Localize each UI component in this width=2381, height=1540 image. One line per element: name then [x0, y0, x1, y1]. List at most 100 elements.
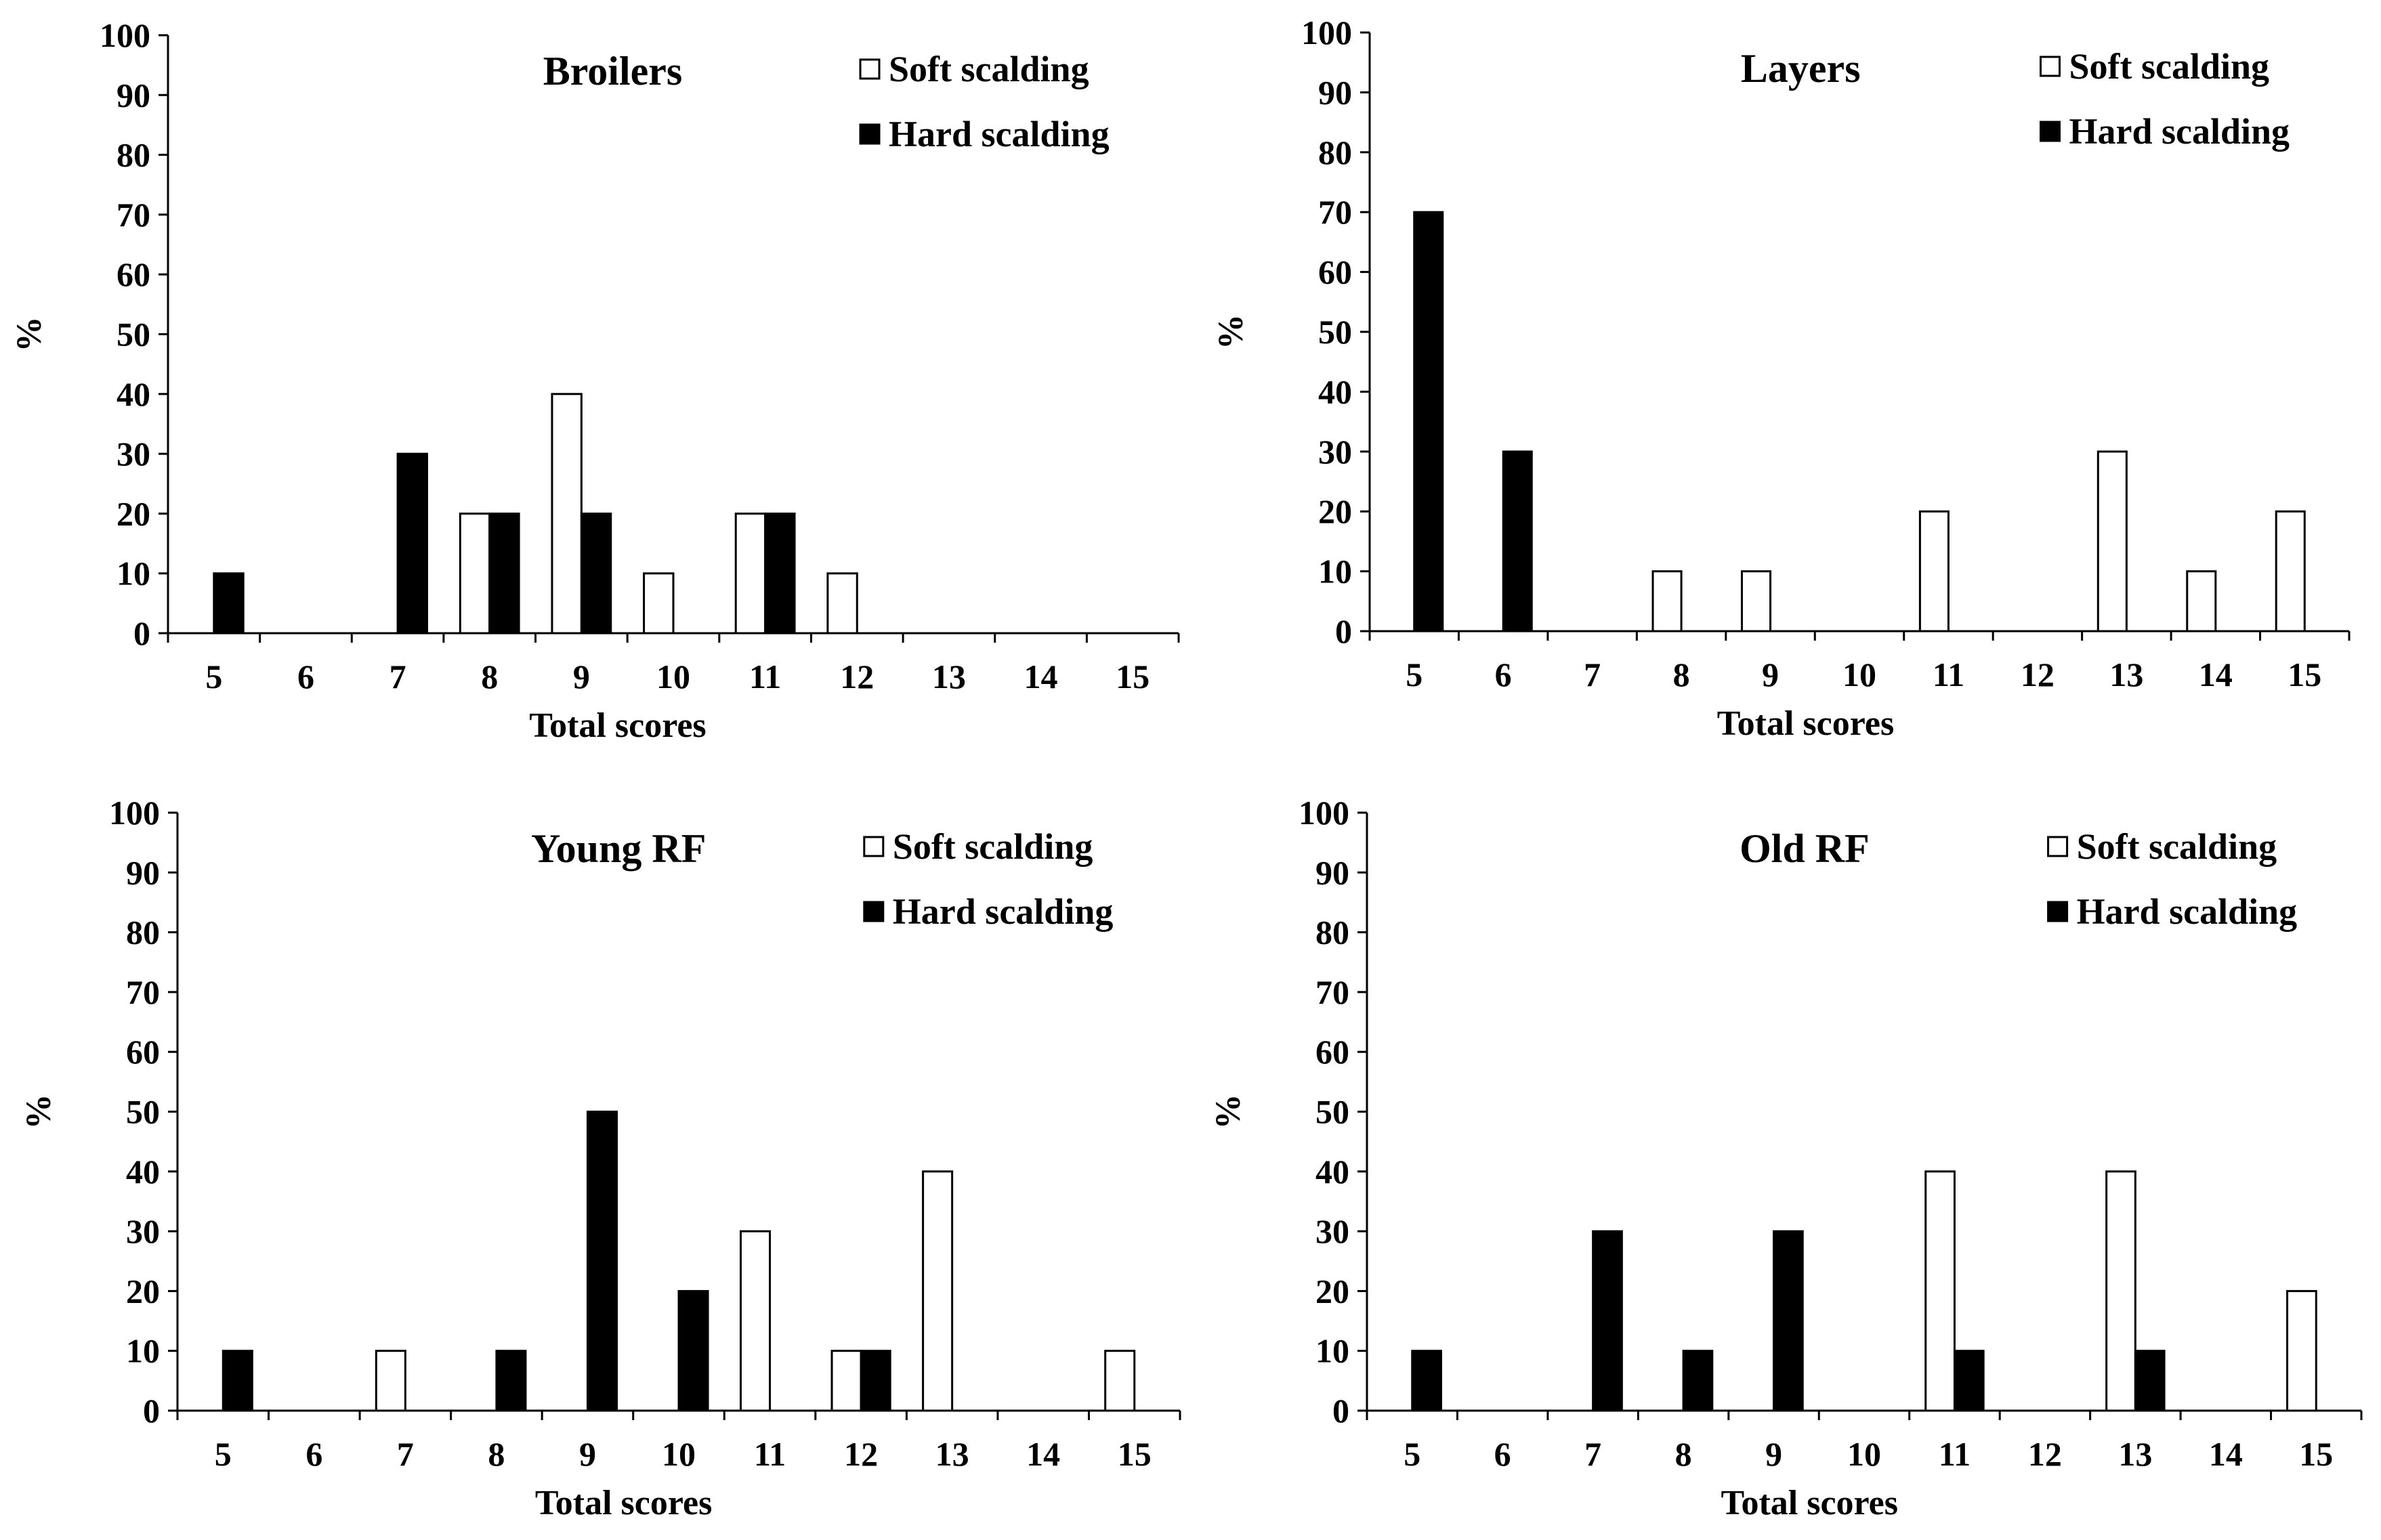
soft-scalding-bar-13 [2105, 1170, 2136, 1412]
x-tick-label: 14 [2209, 1435, 2243, 1473]
x-tick-label: 10 [656, 658, 690, 696]
y-tick-label: 90 [1318, 73, 1352, 111]
soft-scalding-bar-15 [2275, 510, 2306, 633]
x-tick-label: 12 [2021, 656, 2055, 693]
legend-label-hard: Hard scalding [2077, 891, 2298, 932]
hard-scalding-bar-6 [1502, 450, 1533, 633]
y-tick-label: 40 [1315, 1153, 1349, 1191]
soft-scalding-bar-15 [2286, 1289, 2317, 1412]
hard-scalding-bar-9 [1773, 1230, 1804, 1412]
x-tick-label: 11 [1939, 1435, 1971, 1473]
y-tick-label: 0 [143, 1392, 160, 1430]
hard-scalding-bar-11 [1953, 1350, 1985, 1412]
hard-scalding-bar-5 [213, 572, 245, 635]
y-tick-label: 90 [117, 76, 150, 114]
hard-scalding-bar-8 [1682, 1350, 1714, 1412]
y-tick-label: 80 [1318, 133, 1352, 171]
x-tick-label: 13 [2109, 656, 2143, 693]
x-tick-label: 11 [1933, 656, 1964, 693]
soft-scalding-bar-11 [739, 1230, 772, 1412]
y-tick-label: 30 [117, 435, 150, 473]
y-axis-title: % [1209, 1094, 1248, 1130]
y-tick-label: 50 [1315, 1093, 1349, 1131]
x-tick-label: 5 [205, 658, 222, 696]
x-tick-label: 8 [481, 658, 498, 696]
x-tick-label: 6 [1494, 1435, 1511, 1473]
x-tick-label: 13 [932, 658, 966, 696]
hard-scalding-bar-7 [1592, 1230, 1623, 1412]
y-tick-label: 70 [1315, 973, 1349, 1011]
soft-scalding-bar-11 [1924, 1170, 1956, 1412]
hard-scalding-bar-11 [764, 512, 796, 635]
y-tick-label: 10 [1318, 553, 1352, 591]
y-tick-label: 20 [1318, 492, 1352, 530]
y-tick-label: 0 [1335, 612, 1352, 650]
y-tick-label: 30 [1315, 1212, 1349, 1250]
soft-scalding-bar-11 [734, 512, 767, 635]
soft-scalding-bar-9 [1740, 570, 1772, 633]
legend-swatch-hard [863, 901, 885, 922]
x-axis-title: Total scores [529, 706, 706, 745]
x-tick-label: 15 [1116, 658, 1150, 696]
y-tick-label: 100 [1301, 14, 1352, 51]
soft-scalding-bar-15 [1104, 1350, 1136, 1412]
x-tick-label: 10 [1842, 656, 1876, 693]
legend-label-hard: Hard scalding [893, 891, 1114, 932]
x-tick-label: 14 [2199, 656, 2233, 693]
x-tick-label: 9 [1765, 1435, 1782, 1473]
x-axis-title: Total scores [1721, 1484, 1898, 1522]
hard-scalding-bar-5 [1411, 1350, 1442, 1412]
legend-label-soft: Soft scalding [2077, 826, 2277, 867]
x-tick-label: 7 [389, 658, 406, 696]
panel-title: Broilers [543, 49, 683, 93]
y-tick-label: 20 [126, 1272, 160, 1310]
soft-scalding-bar-14 [2186, 570, 2217, 633]
x-tick-label: 14 [1026, 1435, 1060, 1473]
x-tick-label: 14 [1024, 658, 1058, 696]
soft-scalding-bar-9 [551, 393, 583, 635]
hard-scalding-bar-10 [677, 1289, 709, 1412]
x-tick-label: 6 [297, 658, 314, 696]
panel-title: Young RF [531, 826, 706, 871]
panel-young-rf: 0 10 20 30 40 50 60 70 80 90 100 5 6 7 8 9 10 11 12 13 14 15 Y… [20, 794, 1181, 1522]
y-tick-label: 20 [117, 494, 150, 532]
y-tick-label: 70 [117, 196, 150, 234]
x-tick-label: 6 [1495, 656, 1512, 693]
x-axis-title: Total scores [535, 1484, 712, 1522]
y-tick-label: 60 [1315, 1033, 1349, 1071]
y-tick-label: 60 [117, 255, 150, 293]
y-axis-title: % [20, 1094, 58, 1130]
y-tick-label: 40 [117, 375, 150, 413]
x-tick-label: 10 [1847, 1435, 1881, 1473]
y-tick-label: 40 [126, 1153, 160, 1191]
y-tick-label: 60 [1318, 253, 1352, 291]
legend-swatch-hard [859, 123, 881, 145]
x-tick-label: 6 [305, 1435, 322, 1473]
x-tick-label: 15 [2288, 656, 2321, 693]
panel-title: Old RF [1740, 826, 1870, 871]
y-tick-label: 0 [133, 614, 150, 652]
x-tick-label: 5 [1404, 1435, 1420, 1473]
x-tick-label: 12 [840, 658, 874, 696]
soft-scalding-bar-10 [643, 572, 675, 635]
y-tick-label: 50 [126, 1093, 160, 1131]
y-tick-label: 70 [1318, 193, 1352, 231]
x-tick-label: 11 [749, 658, 781, 696]
x-axis-title: Total scores [1717, 704, 1894, 743]
y-tick-label: 50 [1318, 313, 1352, 351]
legend-label-soft: Soft scalding [893, 826, 1093, 867]
hard-scalding-bar-13 [2134, 1350, 2166, 1412]
soft-scalding-bar-13 [922, 1170, 954, 1412]
legend-label-hard: Hard scalding [2069, 111, 2290, 152]
hard-scalding-bar-8 [488, 512, 520, 635]
x-tick-label: 11 [754, 1435, 786, 1473]
y-tick-label: 100 [1299, 794, 1349, 832]
legend-swatch-soft [859, 58, 881, 80]
panel-broilers: 0 10 20 30 40 50 60 70 80 90 100 5 6 7 8 9 10 11 12 13 14 15 B… [10, 16, 1180, 745]
x-tick-label: 10 [662, 1435, 696, 1473]
x-tick-label: 9 [579, 1435, 596, 1473]
y-tick-label: 10 [117, 555, 150, 593]
y-axis-title: % [1212, 314, 1250, 349]
panel-old-rf: 0 10 20 30 40 50 60 70 80 90 100 5 6 7 8 9 10 11 12 13 14 15 O… [1209, 794, 2363, 1522]
legend-label-soft: Soft scalding [2069, 46, 2270, 87]
